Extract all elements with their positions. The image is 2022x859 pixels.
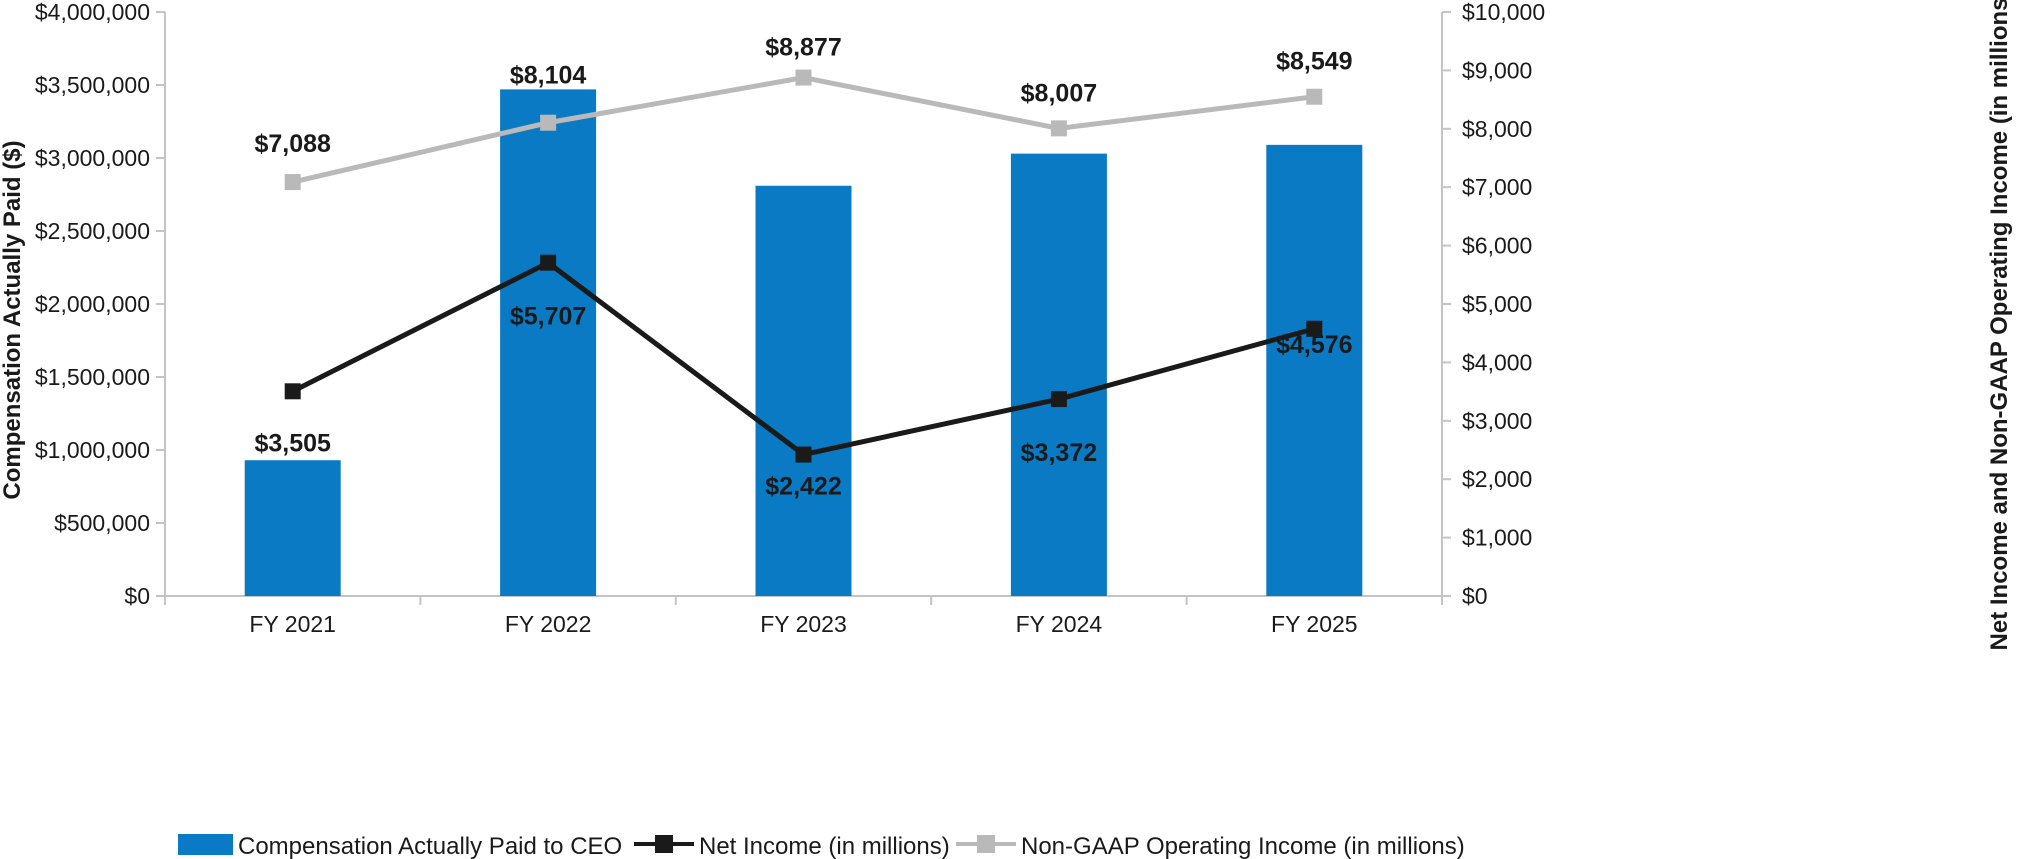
- legend-label-net-income: Net Income (in millions): [699, 833, 950, 859]
- right-tick-label: $3,000: [1462, 408, 1532, 434]
- marker-non-gaap: [1050, 120, 1067, 137]
- label-non-gaap: $7,088: [254, 130, 331, 158]
- label-net-income: $2,422: [765, 473, 841, 501]
- marker-net-income: [540, 254, 557, 271]
- legend-label-compensation: Compensation Actually Paid to CEO: [238, 833, 622, 859]
- axes: $0 $500,000 $1,000,000 $1,500,000 $2,000,000…: [35, 0, 1545, 637]
- right-tick-label: $4,000: [1462, 349, 1532, 375]
- marker-non-gaap: [540, 114, 557, 131]
- right-tick-label: $9,000: [1462, 57, 1532, 83]
- marker-net-income: [1306, 320, 1323, 337]
- legend-marker-net-income: [655, 835, 673, 853]
- legend-swatch-compensation: [178, 834, 233, 855]
- bar-compensation: [500, 89, 597, 596]
- right-tick-label: $2,000: [1462, 466, 1532, 492]
- marker-non-gaap: [1306, 88, 1323, 105]
- left-tick-label: $2,500,000: [35, 218, 150, 244]
- label-non-gaap: $8,104: [510, 61, 587, 89]
- right-tick-label: $5,000: [1462, 291, 1532, 317]
- label-non-gaap: $8,549: [1276, 48, 1352, 76]
- marker-net-income: [1050, 391, 1067, 408]
- x-tick-label: FY 2023: [760, 611, 847, 637]
- bar-compensation: [1266, 144, 1363, 597]
- label-non-gaap: $8,007: [1021, 79, 1097, 107]
- right-tick-label: $8,000: [1462, 116, 1532, 142]
- bars: [244, 89, 1363, 597]
- data-labels: $3,505 $5,707 $2,422 $3,372 $4,576 $7,088 $8,1…: [254, 34, 1352, 501]
- left-tick-label: $0: [124, 583, 150, 609]
- marker-net-income: [284, 383, 301, 400]
- label-non-gaap: $8,877: [765, 34, 841, 62]
- right-tick-label: $10,000: [1462, 0, 1545, 25]
- right-axis-title: Net Income and Non-GAAP Operating Income…: [1986, 0, 2013, 650]
- left-tick-label: $3,000,000: [35, 145, 150, 171]
- x-tick-label: FY 2024: [1016, 611, 1103, 637]
- bar-compensation: [1010, 153, 1107, 596]
- legend-label-non-gaap: Non-GAAP Operating Income (in millions): [1021, 833, 1465, 859]
- bar-compensation: [244, 460, 341, 596]
- x-tick-label: FY 2022: [505, 611, 592, 637]
- line-non-gaap: [292, 75, 1315, 185]
- legend-marker-non-gaap: [977, 835, 995, 853]
- label-net-income: $4,576: [1276, 331, 1352, 359]
- right-tick-label: $0: [1462, 583, 1488, 609]
- left-tick-label: $2,000,000: [35, 291, 150, 317]
- right-tick-label: $6,000: [1462, 233, 1532, 259]
- label-net-income: $5,707: [510, 303, 586, 331]
- right-tick-label: $1,000: [1462, 525, 1532, 551]
- x-tick-label: FY 2025: [1271, 611, 1358, 637]
- marker-non-gaap: [795, 69, 812, 86]
- left-axis-title: Compensation Actually Paid ($): [0, 140, 26, 499]
- x-tick-label: FY 2021: [249, 611, 336, 637]
- label-net-income: $3,372: [1021, 439, 1097, 467]
- left-tick-label: $1,500,000: [35, 364, 150, 390]
- left-tick-label: $3,500,000: [35, 72, 150, 98]
- bar-compensation: [755, 185, 852, 597]
- label-net-income: $3,505: [254, 429, 331, 457]
- marker-non-gaap: [284, 174, 301, 191]
- left-tick-label: $500,000: [54, 510, 150, 536]
- lines: [284, 69, 1323, 463]
- legend: Compensation Actually Paid to CEO Net In…: [178, 833, 1465, 859]
- right-tick-label: $7,000: [1462, 174, 1532, 200]
- left-tick-label: $4,000,000: [35, 0, 150, 25]
- marker-net-income: [795, 446, 812, 463]
- left-tick-label: $1,000,000: [35, 437, 150, 463]
